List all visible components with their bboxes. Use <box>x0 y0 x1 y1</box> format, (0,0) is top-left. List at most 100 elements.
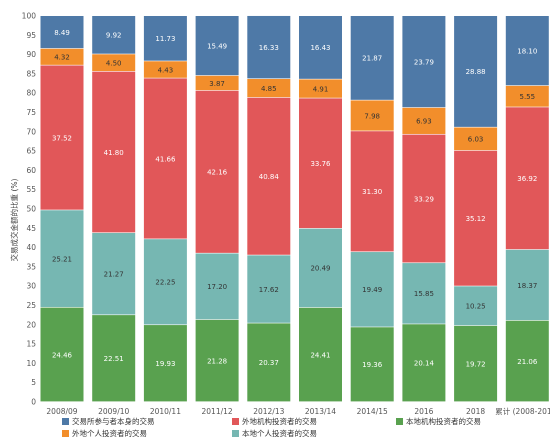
bar-segment <box>92 54 136 72</box>
value-labels: 24.46 25.21 37.52 4.32 8.49 22.51 21.27 41.80 4.… <box>52 29 538 369</box>
y-tick-label: 75 <box>26 108 36 117</box>
bar-value-label: 24.41 <box>310 351 330 359</box>
y-tick-label: 0 <box>31 398 36 407</box>
y-tick-label: 85 <box>26 69 36 78</box>
x-tick-label: 2014/15 <box>357 407 388 416</box>
bar-segment <box>350 327 394 402</box>
bar-segment <box>402 107 446 134</box>
bar-value-label: 19.36 <box>362 361 383 369</box>
legend-swatch <box>232 430 239 437</box>
y-tick-label: 40 <box>26 243 36 252</box>
bar-segment <box>402 16 446 108</box>
bar-segment <box>402 263 446 324</box>
bar-segment <box>195 75 239 91</box>
bar-value-label: 16.33 <box>259 44 279 52</box>
bar-value-label: 33.76 <box>310 160 331 168</box>
bar-segment <box>247 15 291 79</box>
bar-segment <box>40 65 84 210</box>
bar-segment <box>505 249 549 321</box>
bar-value-label: 9.92 <box>106 32 122 40</box>
bar-segment <box>195 253 239 320</box>
bar-segment <box>350 131 394 252</box>
bar-segment <box>40 307 84 402</box>
y-axis-ticks: 0 5 10 15 20 25 30 35 40 45 50 55 60 65 70 75 80 85 90 95 10… <box>22 12 37 407</box>
bar-value-label: 21.06 <box>517 358 538 366</box>
x-tick-label: 2012/13 <box>253 407 284 416</box>
bar-value-label: 17.20 <box>207 283 227 291</box>
bar-segment <box>143 78 187 239</box>
y-tick-label: 80 <box>26 89 36 98</box>
legend-swatch <box>62 418 69 425</box>
x-tick-label: 2013/14 <box>305 407 336 416</box>
bar-value-label: 36.92 <box>517 175 537 183</box>
bar-value-label: 16.43 <box>310 44 330 52</box>
y-tick-label: 5 <box>31 378 36 387</box>
bar-segment <box>40 48 84 65</box>
legend-entry: 本地机构投资者的交易 <box>406 416 481 426</box>
bar-value-label: 4.85 <box>261 85 277 93</box>
bar-value-label: 6.03 <box>468 136 484 144</box>
bar-segment <box>40 210 84 307</box>
y-tick-label: 60 <box>26 166 36 175</box>
x-tick-label: 累计 (2008-2018) <box>495 406 550 416</box>
bar-segment <box>505 16 549 86</box>
bar-value-label: 37.52 <box>52 134 72 142</box>
legend-entry: 本地个人投资者的交易 <box>242 428 317 438</box>
bar-value-label: 8.49 <box>54 29 70 37</box>
y-tick-label: 45 <box>26 224 36 233</box>
bar-segment <box>143 61 187 78</box>
bar-value-label: 15.85 <box>414 290 434 298</box>
bar-segment <box>195 319 239 402</box>
bar-value-label: 20.37 <box>259 359 279 367</box>
bar-segment <box>454 150 498 286</box>
bar-value-label: 23.79 <box>414 58 434 66</box>
bar-value-label: 3.87 <box>209 80 225 88</box>
bar-segment <box>143 16 187 61</box>
bar-value-label: 21.28 <box>207 357 227 365</box>
bar-value-label: 4.43 <box>158 66 174 74</box>
x-tick-label: 2011/12 <box>202 407 233 416</box>
bar-segment <box>402 134 446 263</box>
bar-segment <box>505 107 549 250</box>
legend-swatch <box>232 418 239 425</box>
legend-entry: 外地机构投资者的交易 <box>242 416 317 426</box>
y-tick-label: 50 <box>26 205 36 214</box>
x-tick-label: 2009/10 <box>98 407 129 416</box>
bar-value-label: 6.93 <box>416 118 432 126</box>
bar-segment <box>454 127 498 151</box>
bar-segment <box>299 16 342 79</box>
bar-segment <box>299 98 342 229</box>
bar-segment <box>143 325 187 402</box>
y-tick-label: 15 <box>26 340 36 349</box>
bar-segment <box>299 228 342 308</box>
y-tick-label: 25 <box>26 301 36 310</box>
bar-value-label: 35.12 <box>466 215 486 223</box>
bar-value-label: 17.62 <box>259 286 279 294</box>
bar-value-label: 24.46 <box>52 351 73 359</box>
bar-value-label: 20.49 <box>310 265 330 273</box>
legend-entry: 交易所参与者本身的交易 <box>72 416 155 426</box>
bar-value-label: 22.25 <box>155 279 175 287</box>
x-axis-tick-labels: 2008/09 2009/10 2010/11 2011/12 2012/13 2013/… <box>46 406 550 416</box>
bar-value-label: 18.10 <box>517 47 537 55</box>
bar-segment <box>143 239 187 325</box>
bar-value-label: 31.30 <box>362 188 382 196</box>
bar-segment <box>454 286 498 326</box>
bar-segment <box>92 315 136 402</box>
bar-value-label: 4.91 <box>313 85 329 93</box>
bar-segment <box>40 16 84 49</box>
bar-segment <box>350 252 394 327</box>
bar-value-label: 40.84 <box>259 173 280 181</box>
bar-segment <box>350 100 394 131</box>
bar-value-label: 33.29 <box>414 195 434 203</box>
bar-segment <box>247 323 291 402</box>
bar-segment <box>505 85 549 107</box>
bar-value-label: 21.27 <box>104 271 124 279</box>
x-tick-label: 2010/11 <box>150 407 181 416</box>
bar-segment <box>92 16 136 54</box>
y-tick-label: 30 <box>26 282 36 291</box>
bar-segment <box>454 16 498 127</box>
legend-swatch <box>396 418 403 425</box>
bar-segment <box>247 97 291 255</box>
